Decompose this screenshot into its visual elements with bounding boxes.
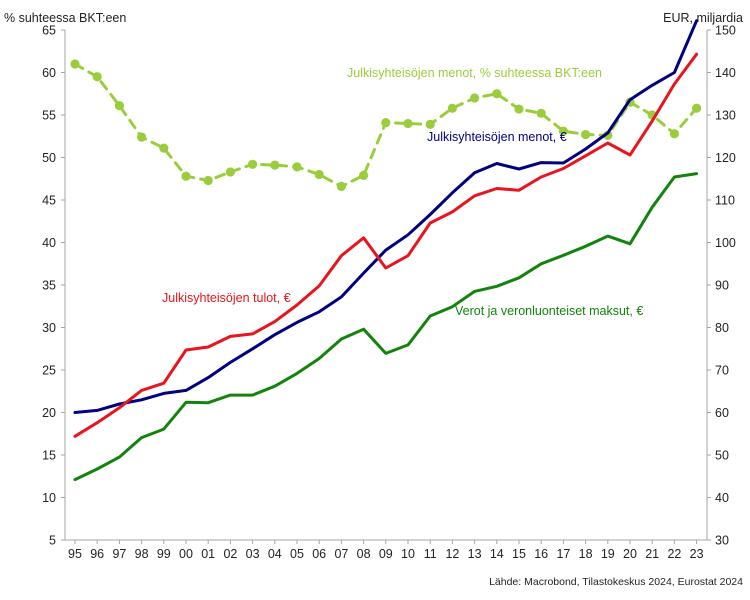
x-tick-label: 21: [645, 547, 659, 561]
left-tick-label: 25: [42, 364, 56, 378]
series-marker: [581, 129, 591, 140]
series-label-expenditure-eur: Julkisyhteisöjen menot, €: [427, 130, 567, 144]
right-axis-ticks: 30 40 50 60 70 80 90 100 110 120 130 140 150: [707, 24, 736, 548]
left-tick-label: 5: [49, 534, 56, 548]
right-tick-label: 40: [715, 491, 729, 505]
right-tick-label: 80: [715, 321, 729, 335]
x-axis-ticks: 95 96 97 98 99 00 01 02 03 04 05 06 07 08 09 10 11 12 13 14…: [68, 540, 704, 561]
series-marker: [692, 103, 702, 113]
x-tick-label: 95: [68, 547, 82, 561]
series-marker: [70, 59, 80, 69]
series-marker: [159, 143, 169, 153]
x-tick-label: 11: [424, 547, 437, 561]
left-tick-label: 20: [42, 406, 56, 420]
series-marker: [492, 89, 502, 99]
x-tick-label: 00: [179, 547, 193, 561]
left-axis-title: % suhteessa BKT:een: [4, 11, 126, 25]
series-marker: [203, 175, 213, 186]
x-tick-label: 12: [445, 547, 459, 561]
x-tick-label: 22: [667, 547, 681, 561]
right-axis-title: EUR, miljardia: [663, 11, 743, 25]
series-marker: [447, 103, 457, 113]
x-tick-label: 20: [623, 547, 637, 561]
left-tick-label: 65: [42, 24, 56, 38]
right-tick-label: 110: [715, 194, 735, 208]
x-tick-label: 16: [534, 547, 548, 561]
source-note: Lähde: Macrobond, Tilastokeskus 2024, Eu…: [489, 576, 743, 588]
series-marker: [403, 118, 413, 129]
right-tick-label: 150: [715, 24, 736, 38]
x-tick-label: 04: [268, 547, 282, 561]
left-tick-label: 15: [42, 449, 56, 463]
left-tick-label: 30: [42, 321, 56, 335]
series-marker: [425, 119, 435, 129]
series-marker: [314, 169, 324, 180]
x-tick-label: 08: [357, 547, 371, 561]
series-label-taxes-eur: Verot ja veronluonteiset maksut, €: [455, 304, 643, 318]
series-label-expenditure-pct-gdp: Julkisyhteisöjen menot, % suhteessa BKT:…: [347, 66, 602, 80]
series-line-3: [73, 172, 699, 482]
x-tick-label: 13: [468, 547, 482, 561]
left-tick-label: 50: [42, 151, 56, 165]
x-tick-label: 23: [690, 547, 704, 561]
x-tick-label: 02: [223, 547, 237, 561]
series-marker: [669, 129, 680, 139]
right-tick-label: 90: [715, 279, 729, 293]
series-marker: [536, 108, 546, 118]
x-tick-label: 18: [579, 547, 593, 561]
x-tick-label: 97: [112, 547, 126, 561]
right-tick-label: 140: [715, 66, 736, 80]
x-tick-label: 09: [379, 547, 393, 561]
series-marker: [270, 160, 280, 170]
series-marker: [359, 170, 369, 180]
series-marker: [470, 93, 480, 103]
x-tick-label: 05: [290, 547, 304, 561]
series-marker: [336, 181, 346, 191]
series-label-revenue-eur: Julkisyhteisöjen tulot, €: [162, 291, 291, 305]
x-tick-label: 06: [312, 547, 326, 561]
x-tick-label: 96: [90, 547, 104, 561]
series-marker: [558, 126, 569, 136]
right-tick-label: 50: [715, 449, 729, 463]
series-marker: [225, 167, 235, 177]
series-marker: [137, 132, 147, 142]
series-line-2: [73, 52, 699, 438]
left-axis-ticks: 5 10 15 20 25 30 35 40 45 50 55 60 65: [42, 24, 65, 548]
series-marker: [514, 104, 524, 114]
series-marker: [114, 101, 124, 111]
right-tick-label: 60: [715, 406, 729, 420]
right-tick-label: 70: [715, 364, 729, 378]
x-tick-label: 98: [135, 547, 149, 561]
x-tick-label: 19: [601, 547, 615, 561]
series-marker: [381, 118, 391, 128]
series-marker: [248, 159, 258, 169]
left-tick-label: 10: [42, 491, 56, 505]
x-tick-label: 14: [490, 547, 504, 561]
left-tick-label: 35: [42, 279, 56, 293]
right-tick-label: 130: [715, 109, 736, 123]
x-tick-label: 07: [334, 547, 348, 561]
x-tick-label: 15: [512, 547, 526, 561]
x-tick-label: 17: [556, 547, 570, 561]
series-line-1: [73, 19, 699, 414]
right-tick-label: 30: [715, 534, 729, 548]
x-tick-label: 03: [246, 547, 260, 561]
series-marker: [181, 171, 191, 181]
left-tick-label: 60: [42, 66, 56, 80]
series-marker: [292, 162, 302, 172]
x-tick-label: 10: [401, 547, 415, 561]
series-marker: [92, 72, 102, 82]
right-tick-label: 100: [715, 236, 736, 250]
x-tick-label: 99: [157, 547, 171, 561]
left-tick-label: 55: [42, 109, 56, 123]
right-tick-label: 120: [715, 151, 736, 165]
series-layer: [70, 19, 702, 482]
x-tick-label: 01: [201, 547, 215, 561]
left-tick-label: 45: [42, 194, 56, 208]
left-tick-label: 40: [42, 236, 56, 250]
